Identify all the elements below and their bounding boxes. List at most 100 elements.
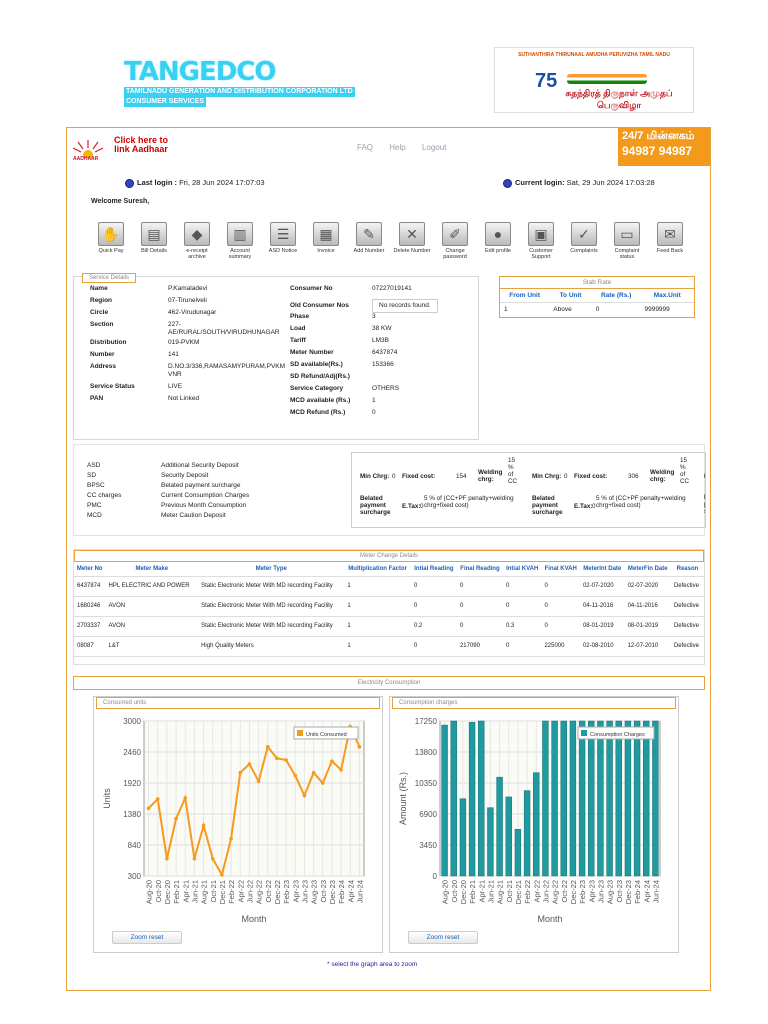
bar[interactable]: [533, 772, 540, 877]
plot-area[interactable]: [143, 720, 365, 877]
units-line-chart[interactable]: 300 840 1380 1920 2460 3000 Aug-20 Oct-20 Dec-20…: [94, 711, 384, 936]
data-point[interactable]: [183, 796, 188, 800]
data-point[interactable]: [275, 756, 279, 761]
legend-label: Consumption Charges: [590, 732, 645, 738]
welding-charge-value: 15 % of CC: [508, 457, 518, 485]
toolbar-delete-button[interactable]: ✕ Delete Number: [392, 222, 432, 254]
bar[interactable]: [578, 720, 586, 877]
legend-box[interactable]: [577, 726, 655, 740]
slab-header: Max.Unit: [640, 289, 694, 303]
bar[interactable]: [450, 720, 457, 877]
bar[interactable]: [615, 720, 622, 877]
bar[interactable]: [523, 790, 531, 877]
toolbar-documents-button[interactable]: ▥ Account summary: [220, 222, 260, 260]
bar[interactable]: [606, 720, 613, 877]
toolbar-add-number-button[interactable]: ✎ Add Number: [349, 222, 389, 254]
toolbar-mail-button[interactable]: ✉ Feed Back: [650, 222, 690, 254]
data-point[interactable]: [256, 779, 261, 784]
bar[interactable]: [468, 722, 476, 877]
bar[interactable]: [441, 724, 448, 877]
data-point[interactable]: [192, 856, 197, 861]
data-point[interactable]: [165, 856, 169, 861]
data-point[interactable]: [201, 823, 206, 828]
toolbar-support-button[interactable]: ▣ Customer Support: [521, 222, 561, 260]
abbreviation-row: MCD Meter Caution Deposit: [87, 511, 249, 521]
data-point[interactable]: [174, 816, 178, 821]
data-point[interactable]: [146, 806, 151, 811]
x-tick-label: Feb-21: [172, 880, 181, 904]
consumption-charges-chart[interactable]: Consumption charges 0 3450 6900 10350 13800 1…: [389, 696, 679, 953]
bar[interactable]: [652, 720, 659, 877]
data-point[interactable]: [293, 773, 298, 778]
help-link[interactable]: Help: [389, 143, 406, 152]
toolbar-user-button[interactable]: ● Edit profile: [478, 222, 518, 254]
last-login-value: Fri, 28 Jun 2024 17:07:03: [179, 178, 265, 187]
x-tick-label: Dec-21: [218, 880, 227, 904]
tariff-box: Min Chrg: 0 Fixed cost: 306 Welding chrg: 15 …: [532, 457, 699, 523]
data-point[interactable]: [330, 759, 334, 763]
toolbar-notice-button[interactable]: ☰ ASD Notice: [263, 222, 303, 254]
bar[interactable]: [624, 720, 632, 877]
tangedco-logo[interactable]: TANGEDCO TAMILNADU GENERATION AND DISTRI…: [124, 58, 355, 107]
bar[interactable]: [588, 720, 595, 877]
bar[interactable]: [643, 720, 650, 877]
data-point[interactable]: [302, 793, 307, 798]
bar[interactable]: [505, 796, 512, 877]
logout-link[interactable]: Logout: [421, 143, 447, 152]
toolbar-pencil-button[interactable]: ✐ Change password: [435, 222, 475, 260]
bar[interactable]: [542, 720, 549, 877]
toolbar-status-button[interactable]: ▭ Complaint status: [607, 222, 647, 260]
service-field: Meter Number 6437874: [290, 349, 397, 357]
table-cell: 0: [541, 576, 580, 597]
field-value: 07-Tirunelveli: [168, 297, 207, 304]
electricity-consumption-title: Electricity Consumption: [73, 676, 705, 690]
bar[interactable]: [633, 720, 641, 877]
faq-link[interactable]: FAQ: [357, 143, 374, 152]
bar[interactable]: [551, 720, 558, 877]
bar[interactable]: [459, 798, 467, 877]
data-point[interactable]: [229, 836, 233, 841]
x-tick-label: Dec-20: [459, 880, 468, 904]
data-point[interactable]: [284, 758, 288, 762]
x-tick-label: Oct-23: [319, 880, 328, 903]
data-point[interactable]: [311, 770, 316, 775]
bar[interactable]: [496, 776, 503, 877]
data-point[interactable]: [320, 781, 325, 785]
table-cell: Defective: [670, 616, 704, 637]
slab-title: Slab Rate: [500, 277, 694, 289]
data-point[interactable]: [210, 856, 215, 861]
y-tick-label: 840: [128, 841, 142, 850]
invoice-icon: ▦: [313, 222, 339, 246]
slab-table: From Unit To Unit Rate (Rs.) Max.Unit 1 …: [500, 289, 694, 316]
table-cell: Defective: [670, 596, 704, 617]
data-point[interactable]: [238, 770, 243, 775]
toolbar-box-button[interactable]: ◆ e-receipt archive: [177, 222, 217, 260]
toolbar-checklist-button[interactable]: ✓ Complaints: [564, 222, 604, 254]
bar[interactable]: [597, 720, 604, 877]
data-point[interactable]: [265, 745, 270, 749]
bar[interactable]: [514, 829, 522, 877]
field-value: 227-AE/RURAL/SOUTH/VIRUDHUNAGAR: [168, 321, 280, 336]
aadhaar-link[interactable]: Click here to link Aadhaar: [113, 135, 169, 154]
toolbar-invoice-button[interactable]: ▦ Invoice: [306, 222, 346, 254]
bar[interactable]: [478, 720, 485, 877]
data-point[interactable]: [155, 797, 160, 801]
consumed-units-chart[interactable]: Consumed units 300 840 1380 1920 2460 3000 Aug…: [93, 696, 383, 953]
toolbar-hand-coins-button[interactable]: ✋ Quick Pay: [91, 222, 131, 254]
bar[interactable]: [487, 807, 494, 877]
zoom-reset-button[interactable]: Zoom reset: [408, 931, 478, 944]
bar[interactable]: [560, 720, 567, 877]
tariff-overflow-text: pay: [704, 501, 705, 508]
plot-area[interactable]: [439, 720, 661, 877]
field-value: 153366: [372, 361, 394, 368]
data-point[interactable]: [357, 745, 362, 749]
bar[interactable]: [569, 720, 577, 877]
zoom-reset-button[interactable]: Zoom reset: [112, 931, 182, 944]
minnagam-helpline[interactable]: 24/7 மின்னகம் 94987 94987: [618, 128, 710, 166]
data-point[interactable]: [247, 762, 252, 766]
data-point[interactable]: [220, 873, 224, 877]
toolbar-bill-button[interactable]: ▤ Bill Details: [134, 222, 174, 254]
data-point[interactable]: [339, 767, 343, 772]
legend-box[interactable]: [293, 726, 359, 740]
